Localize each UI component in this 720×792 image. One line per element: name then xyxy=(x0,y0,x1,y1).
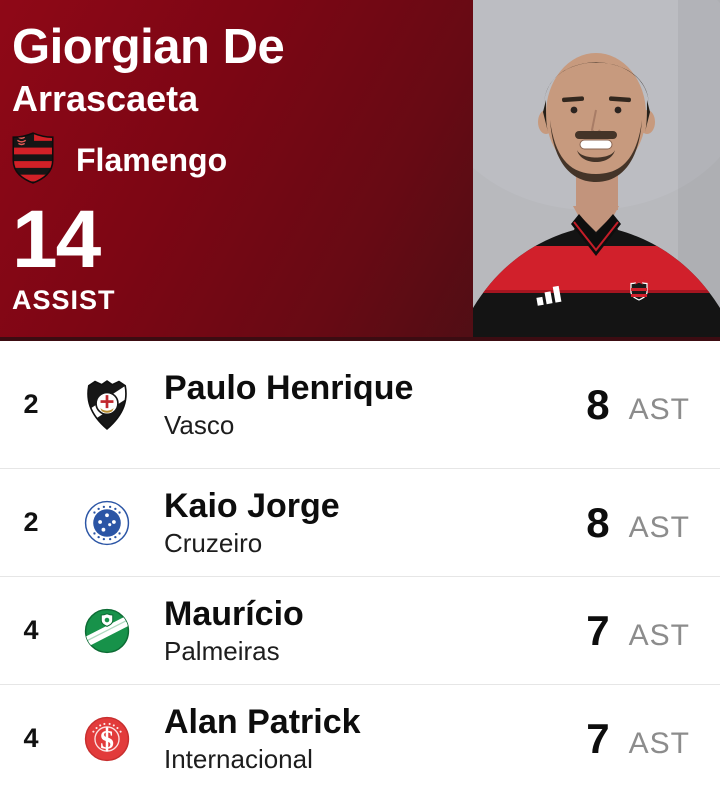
player-name: Maurício xyxy=(164,594,304,633)
internacional-badge-icon: S xyxy=(84,713,130,765)
rank-label: 2 xyxy=(23,507,39,537)
player-stat: 7 AST xyxy=(568,715,720,763)
player-info: Kaio Jorge Cruzeiro xyxy=(164,486,340,560)
featured-player-info: Giorgian De Arrascaeta xyxy=(12,20,467,316)
featured-player-card[interactable]: Giorgian De Arrascaeta xyxy=(0,0,720,341)
stat-unit: AST xyxy=(628,510,690,544)
stat-value: 8 xyxy=(586,380,610,428)
player-info: Alan Patrick Internacional xyxy=(164,702,361,776)
player-row-paulo-henrique[interactable]: 2 Paulo Henrique Vasco xyxy=(0,341,720,468)
stat-value: 7 xyxy=(586,606,610,654)
player-name: Paulo Henrique xyxy=(164,368,414,407)
featured-stat-value: 14 xyxy=(12,194,101,286)
rank-label: 4 xyxy=(23,615,39,645)
featured-team-name: Flamengo xyxy=(76,141,228,178)
player-team: Cruzeiro xyxy=(164,528,263,559)
player-info: Paulo Henrique Vasco xyxy=(164,368,413,442)
player-row-kaio-jorge[interactable]: 2 xyxy=(0,468,720,576)
player-team: Vasco xyxy=(164,410,235,441)
palmeiras-badge-icon xyxy=(84,605,130,657)
player-name: Kaio Jorge xyxy=(164,486,340,525)
featured-team-row: Flamengo xyxy=(12,131,467,189)
ranking-list: 2 Paulo Henrique Vasco xyxy=(0,341,720,792)
rank-label: 2 xyxy=(23,389,39,419)
flamengo-crest-icon xyxy=(12,131,54,189)
stat-unit: AST xyxy=(628,726,690,760)
player-info: Maurício Palmeiras xyxy=(164,594,304,668)
player-team: Internacional xyxy=(164,744,313,775)
player-stat: 8 AST xyxy=(568,381,720,429)
stat-value: 7 xyxy=(586,714,610,762)
stat-unit: AST xyxy=(628,392,690,426)
featured-player-name-line2: Arrascaeta xyxy=(12,78,199,120)
cruzeiro-badge-icon xyxy=(84,497,130,549)
featured-stat-label: ASSIST xyxy=(12,285,116,316)
rank-label: 4 xyxy=(23,723,39,753)
player-name: Alan Patrick xyxy=(164,702,361,741)
vasco-badge-icon xyxy=(84,379,130,431)
player-team: Palmeiras xyxy=(164,636,280,667)
player-stat: 7 AST xyxy=(568,607,720,655)
featured-player-name-line1: Giorgian De xyxy=(12,20,285,74)
stat-value: 8 xyxy=(586,498,610,546)
player-photo xyxy=(431,0,720,337)
player-row-mauricio[interactable]: 4 Maurício Palmeiras 7 xyxy=(0,576,720,684)
player-row-alan-patrick[interactable]: 4 S Alan Patrick Internacional xyxy=(0,684,720,792)
stat-unit: AST xyxy=(628,618,690,652)
player-stat: 8 AST xyxy=(568,499,720,547)
